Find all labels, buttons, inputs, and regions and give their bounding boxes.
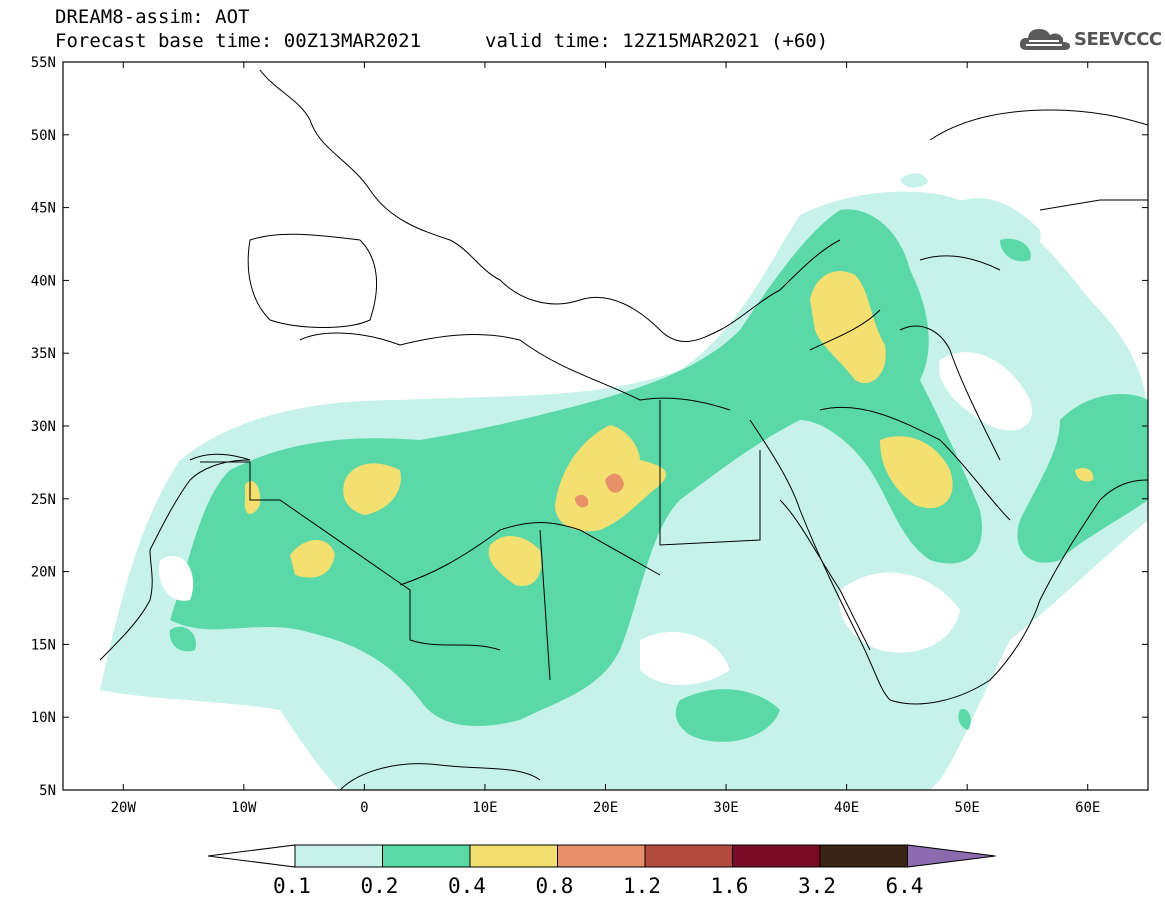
lon-axis: 20W 10W 0 10E 20E 30E 40E 50E 60E [111, 800, 1101, 816]
colorbar-segment [819, 844, 908, 868]
colorbar-left-arrow [207, 844, 296, 868]
cloud-icon [1019, 29, 1070, 50]
colorbar-tick-label: 0.2 [360, 874, 399, 898]
lat-label: 25N [31, 492, 56, 508]
colorbar-tick-label: 1.2 [623, 874, 661, 898]
forecast-times: Forecast base time: 00Z13MAR2021 valid ti… [55, 30, 828, 52]
coastlines [99, 69, 1148, 790]
colorbar-segment [644, 844, 733, 868]
colorbar-tick-label: 1.6 [710, 874, 749, 898]
lat-label: 50N [31, 128, 56, 144]
lat-label: 55N [31, 55, 56, 71]
colorbar-segment [557, 844, 646, 868]
base-time: Forecast base time: 00Z13MAR2021 [55, 30, 422, 52]
lon-label: 60E [1075, 800, 1100, 816]
lon-label: 40E [834, 800, 859, 816]
lon-label: 20E [593, 800, 618, 816]
lat-label: 5N [39, 783, 56, 799]
colorbar-segment [294, 844, 383, 868]
lon-label: 30E [713, 800, 738, 816]
valid-time: valid time: 12Z15MAR2021 (+60) [485, 30, 829, 52]
colorbar-right-arrow [907, 844, 996, 868]
lat-label: 30N [31, 419, 56, 435]
lat-label: 45N [31, 201, 56, 217]
colorbar-segment [469, 844, 558, 868]
lat-label: 10N [31, 710, 56, 726]
colorbar-segment [732, 844, 821, 868]
aot-band-0.8-1.2 [575, 473, 624, 508]
lon-label: 10W [231, 800, 257, 816]
colorbar-segment [382, 844, 471, 868]
lat-label: 20N [31, 565, 56, 581]
seevccc-logo: SEEVCCC [1017, 24, 1162, 56]
lon-label: 20W [111, 800, 137, 816]
aot-holes [159, 352, 1032, 685]
colorbar [207, 844, 996, 868]
colorbar-tick-label: 0.4 [448, 874, 486, 898]
lat-label: 40N [31, 273, 56, 289]
lat-axis: 55N 50N 45N 40N 35N 30N 25N 20N 15N 10N 5N [31, 55, 56, 799]
lat-label: 35N [31, 346, 56, 362]
lon-label: 0 [360, 800, 368, 816]
colorbar-tick-label: 6.4 [885, 874, 924, 898]
axis-ticks [63, 61, 1148, 791]
lon-label: 50E [955, 800, 980, 816]
lon-label: 10E [472, 800, 497, 816]
map-title: DREAM8-assim: AOT [55, 6, 250, 28]
colorbar-tick-label: 0.8 [535, 874, 574, 898]
logo-text: SEEVCCC [1074, 29, 1162, 50]
colorbar-tick-label: 0.1 [273, 874, 311, 898]
colorbar-tick-label: 3.2 [798, 874, 836, 898]
lat-label: 15N [31, 637, 56, 653]
